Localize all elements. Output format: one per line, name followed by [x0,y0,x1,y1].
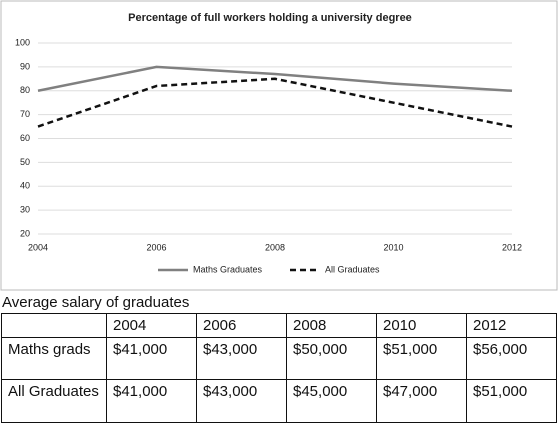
salary-table: 2004 2006 2008 2010 2012 Maths grads $41… [1,313,557,423]
cell: $41,000 [106,379,197,423]
cell: $50,000 [286,337,377,380]
y-tick-label: 50 [20,157,30,167]
cell: $51,000 [376,337,467,380]
legend-label: All Graduates [325,264,380,274]
x-tick-label: 2008 [265,242,285,252]
series-line [37,65,513,92]
corner-cell [1,313,107,338]
table-title: Average salary of graduates [2,294,190,311]
row-label: Maths grads [1,337,107,380]
y-tick-label: 20 [20,228,30,238]
series-line [37,77,513,128]
column-header: 2008 [286,313,377,338]
chart-frame [0,0,558,291]
cell: $51,000 [466,379,557,423]
header-row: 2004 2006 2008 2010 2012 [1,313,557,338]
cell: $43,000 [196,337,287,380]
row: Maths grads $41,000 $43,000 $50,000 $51,… [1,337,557,380]
column-header: 2010 [376,313,467,338]
y-tick-label: 80 [20,85,30,95]
cell: $56,000 [466,337,557,380]
column-header: 2006 [196,313,287,338]
chart: Percentage of full workers holding a uni… [0,0,558,291]
x-tick-label: 2006 [146,242,166,252]
x-tick-label: 2012 [502,242,522,252]
y-tick-label: 100 [15,37,30,47]
column-header: 2012 [466,313,557,338]
y-tick-label: 70 [20,109,30,119]
y-tick-label: 40 [20,181,30,191]
cell: $45,000 [286,379,377,423]
y-tick-label: 30 [20,205,30,215]
cell: $47,000 [376,379,467,423]
x-tick-label: 2004 [28,242,48,252]
chart-title: Percentage of full workers holding a uni… [128,12,412,24]
column-header: 2004 [106,313,197,338]
x-tick-label: 2010 [383,242,403,252]
legend-label: Maths Graduates [193,264,263,274]
cell: $43,000 [196,379,287,423]
row: All Graduates $41,000 $43,000 $45,000 $4… [1,379,557,423]
row-label: All Graduates [1,379,107,423]
y-tick-label: 60 [20,133,30,143]
cell: $41,000 [106,337,197,380]
y-tick-label: 90 [20,61,30,71]
